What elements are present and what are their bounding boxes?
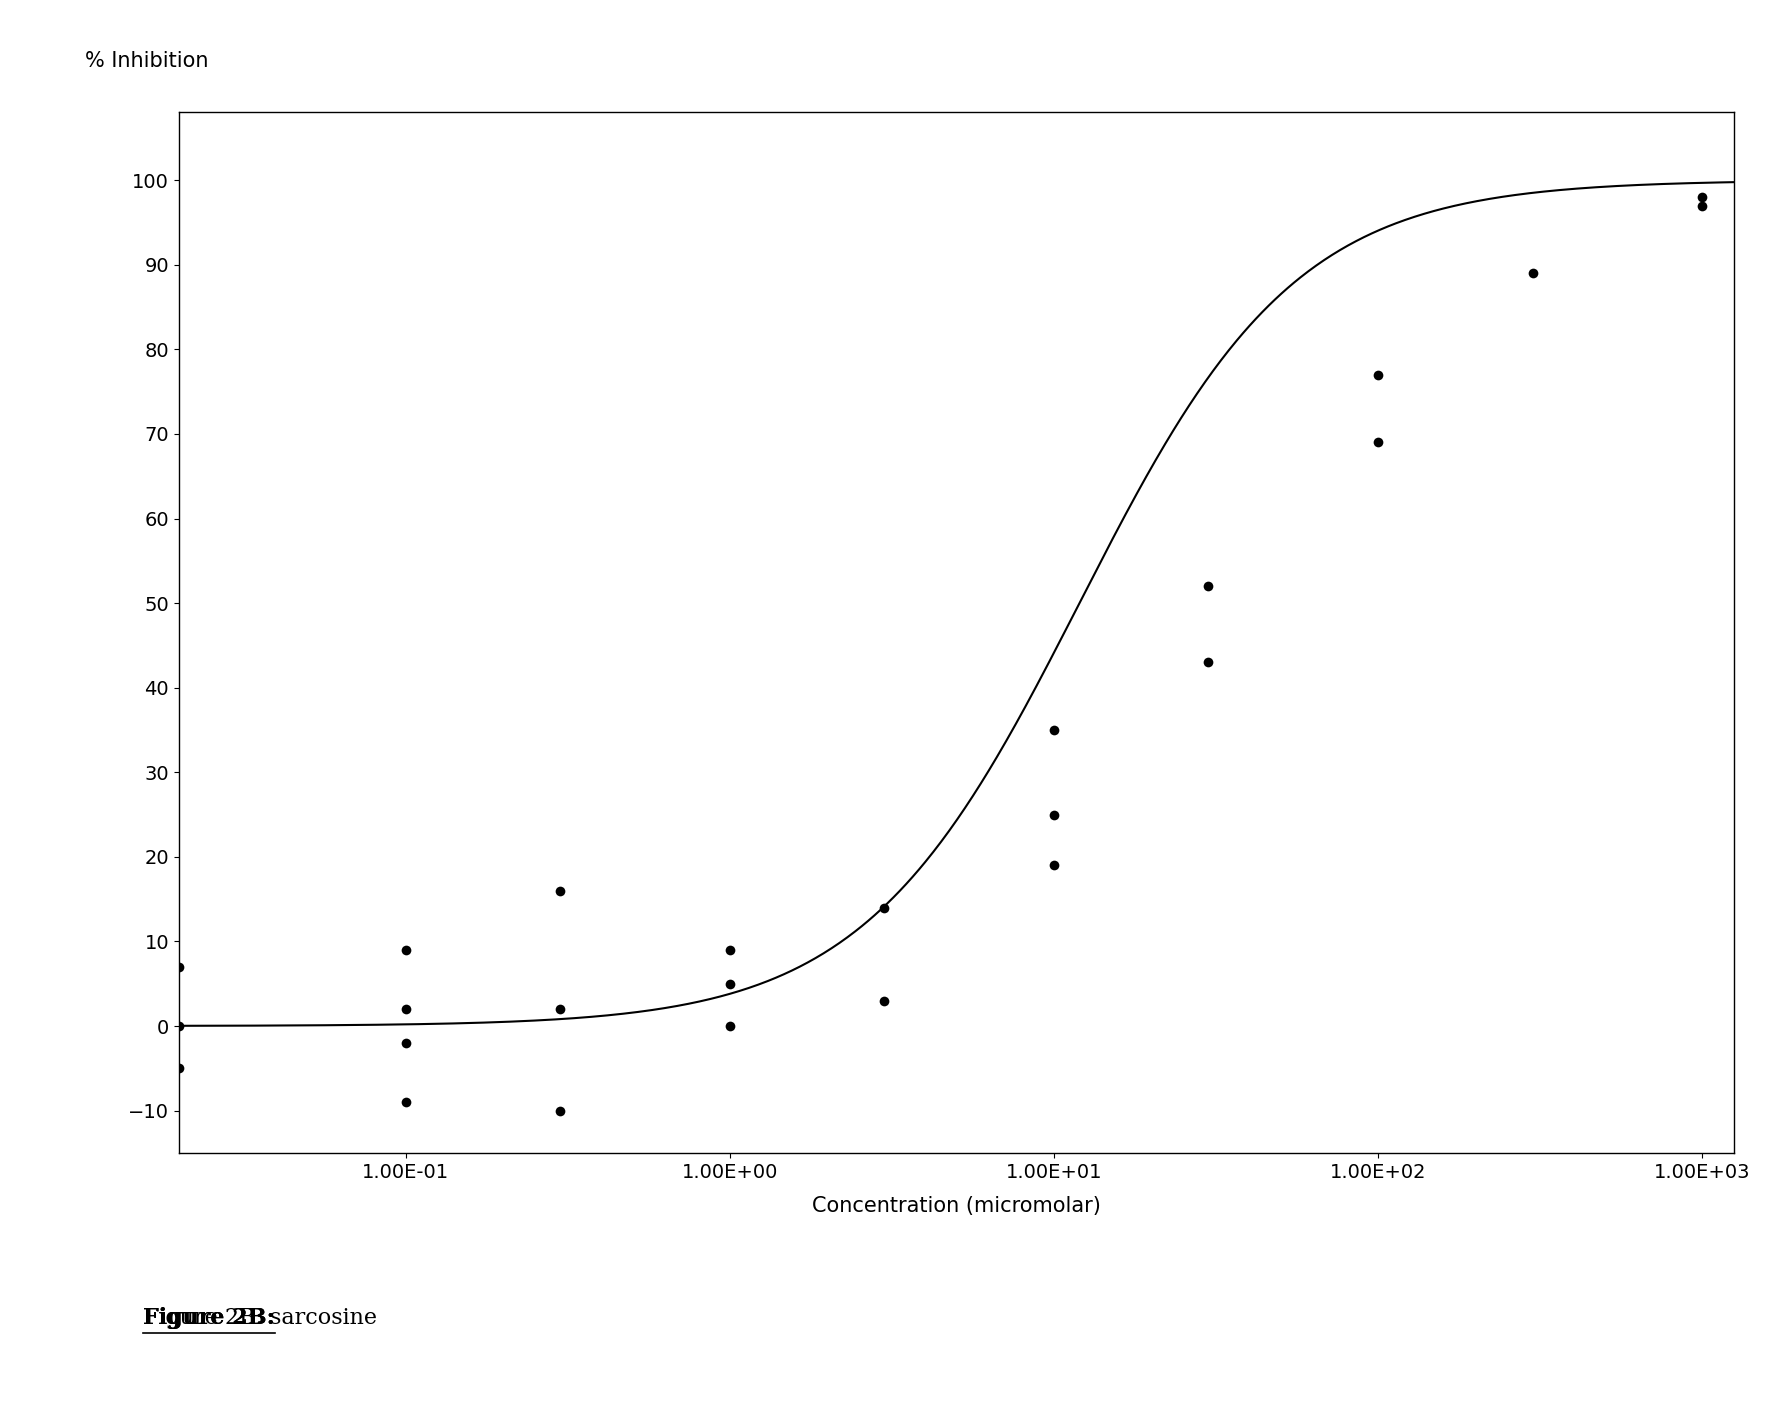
Point	[164, 1015, 193, 1038]
Point	[164, 1057, 193, 1080]
Point	[392, 998, 420, 1021]
Text: Figure 2B:: Figure 2B:	[143, 1306, 275, 1329]
Point	[545, 998, 574, 1021]
Point	[164, 956, 193, 979]
Point	[1364, 364, 1393, 387]
Point	[1039, 803, 1067, 825]
Point	[545, 879, 574, 901]
Point	[1039, 718, 1067, 741]
Point	[1364, 432, 1393, 454]
Point	[545, 1099, 574, 1122]
Point	[715, 973, 744, 995]
Text: Figure 2B: sarcosine: Figure 2B: sarcosine	[143, 1306, 377, 1329]
Point	[392, 1032, 420, 1054]
Point	[392, 1091, 420, 1114]
X-axis label: Concentration (micromolar): Concentration (micromolar)	[812, 1195, 1101, 1216]
Point	[1688, 194, 1716, 217]
Point	[871, 897, 899, 920]
Point	[1039, 853, 1067, 876]
Text: Figure 2B:: Figure 2B:	[143, 1306, 275, 1329]
Point	[715, 1015, 744, 1038]
Text: % Inhibition: % Inhibition	[86, 51, 209, 70]
Point	[1688, 186, 1716, 208]
Point	[1518, 262, 1547, 284]
Point	[1194, 651, 1223, 673]
Point	[1194, 575, 1223, 598]
Point	[715, 939, 744, 962]
Point	[871, 990, 899, 1012]
Point	[392, 939, 420, 962]
